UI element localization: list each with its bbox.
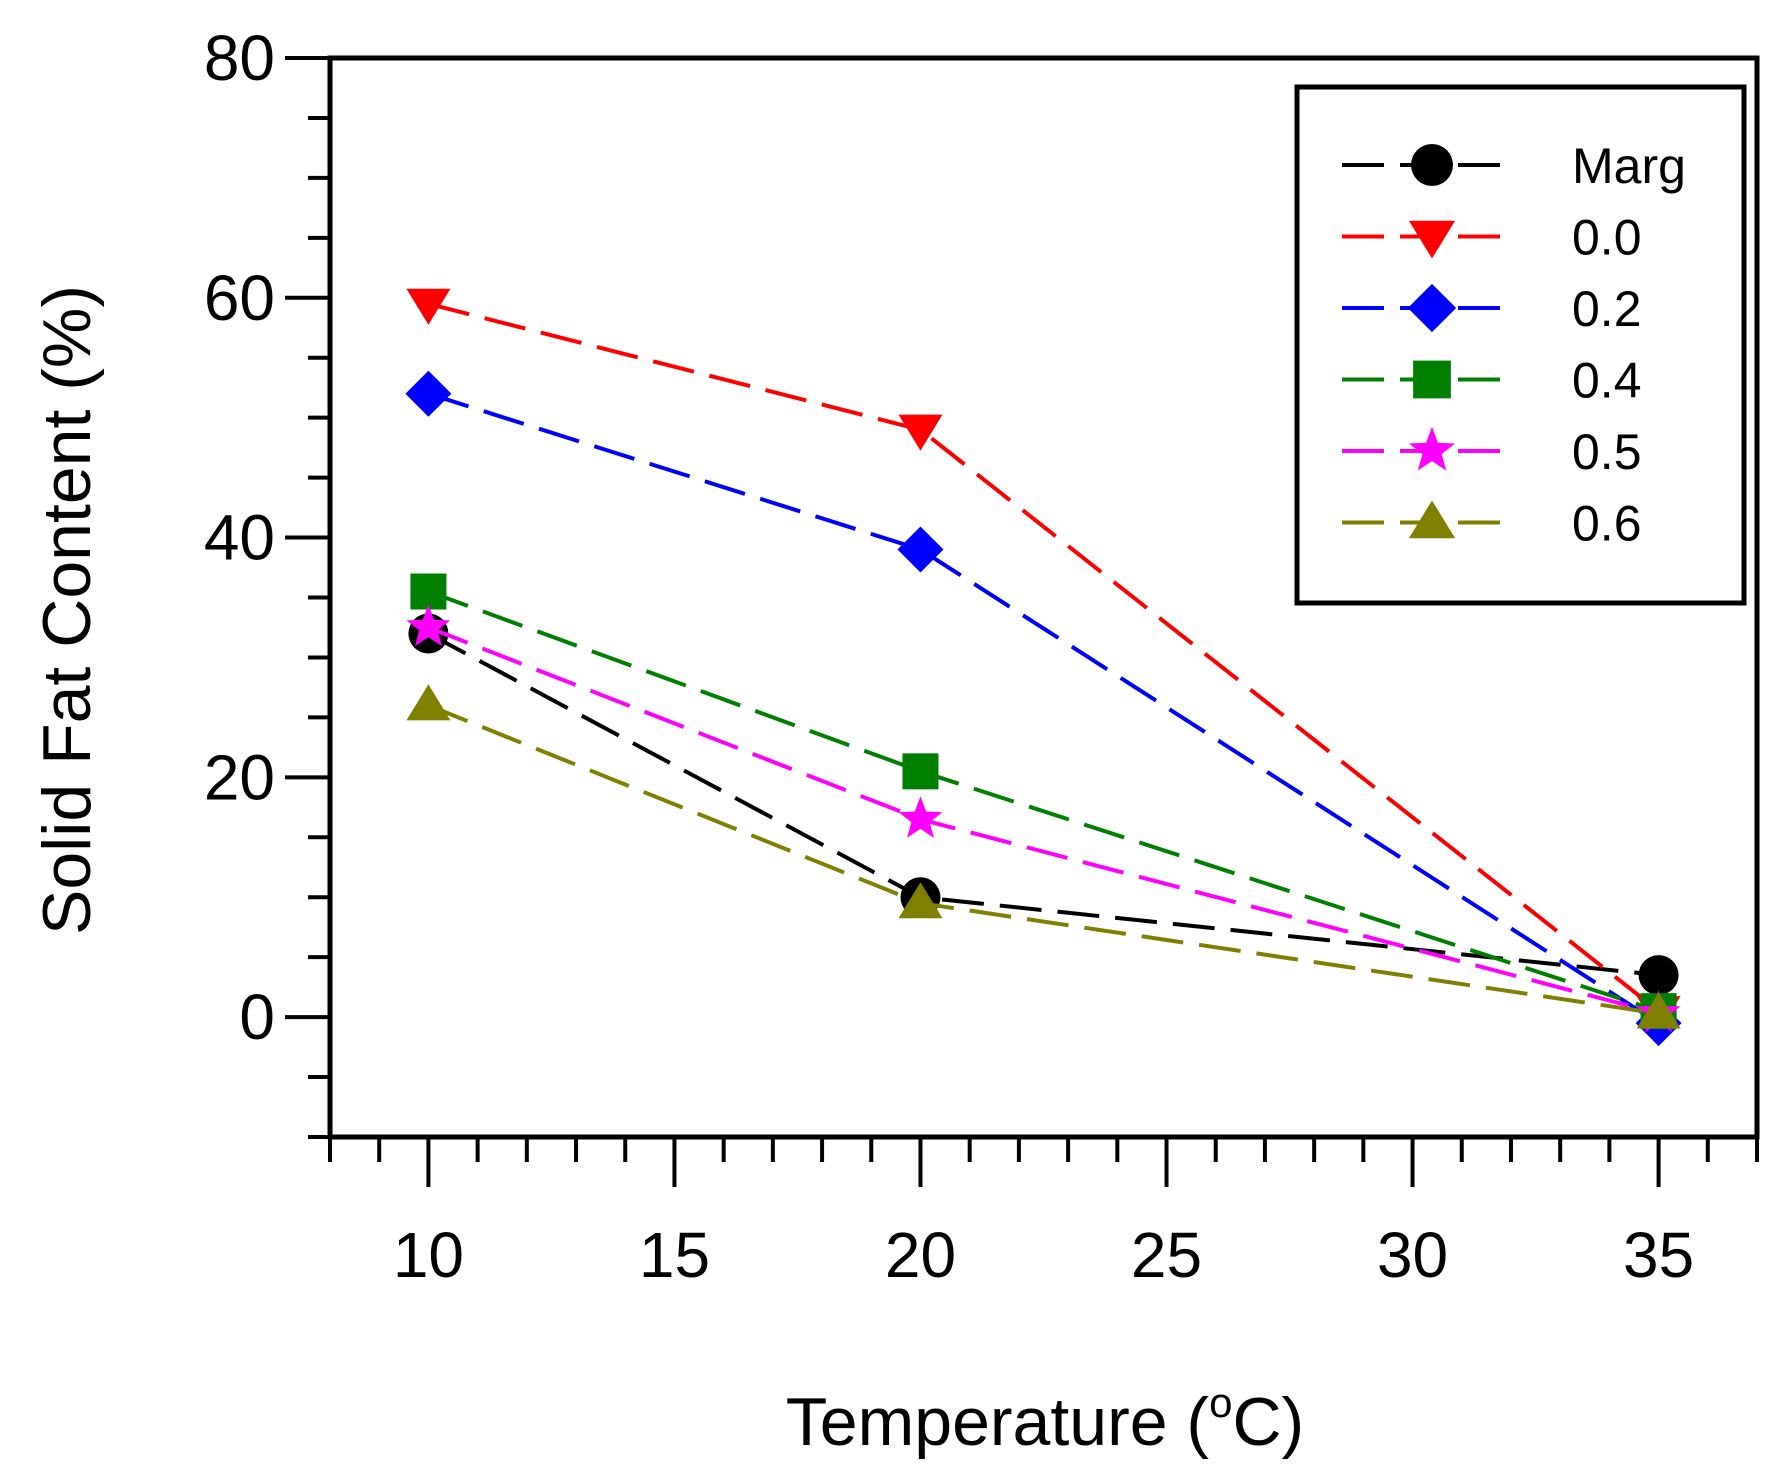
- data-point: [405, 370, 452, 417]
- x-axis-title: Temperature (oC): [786, 1379, 1304, 1460]
- legend-box: [1294, 84, 1747, 606]
- data-point: [406, 604, 451, 647]
- legend-label: 0.2: [1572, 281, 1642, 337]
- data-point: [1636, 992, 1681, 1029]
- legend-marker: [1408, 500, 1456, 539]
- data-point: [406, 684, 451, 721]
- series-line: [427, 631, 1659, 978]
- y-axis-title: Solid Fat Content (%): [29, 285, 105, 935]
- legend-marker: [1408, 220, 1456, 259]
- data-point: [898, 882, 943, 919]
- series-0.5: [406, 604, 1681, 1033]
- y-tick-label: 0: [239, 981, 275, 1053]
- legend-marker: [1409, 426, 1455, 471]
- data-point: [898, 414, 943, 451]
- legend-entry: 0.6: [1342, 496, 1642, 552]
- x-tick-label: 30: [1377, 1219, 1448, 1291]
- legend-marker: [1411, 144, 1453, 186]
- legend-entry: Marg: [1342, 138, 1686, 194]
- x-tick-label: 35: [1623, 1219, 1694, 1291]
- series-line: [427, 589, 1660, 1014]
- data-point: [1638, 955, 1679, 996]
- x-tick-label: 25: [1131, 1219, 1202, 1291]
- y-tick-label: 20: [204, 741, 275, 813]
- legend-entry: 0.5: [1342, 424, 1642, 480]
- legend-entry: 0.4: [1342, 353, 1642, 409]
- legend-label: Marg: [1572, 138, 1686, 194]
- data-point: [898, 796, 943, 838]
- legend-marker: [1413, 360, 1451, 399]
- series-0.4: [410, 573, 1677, 1030]
- series-line: [427, 301, 1660, 1013]
- series-layer: [405, 288, 1682, 1047]
- legend-marker: [1407, 283, 1457, 333]
- legend-entry: 0.0: [1342, 210, 1642, 266]
- y-tick-label: 80: [204, 22, 275, 94]
- data-point: [897, 526, 944, 573]
- legend-label: 0.0: [1572, 210, 1642, 266]
- data-point: [902, 753, 939, 790]
- series-0.6: [406, 684, 1681, 1029]
- legend-entry: 0.2: [1342, 281, 1642, 337]
- data-point: [406, 288, 451, 325]
- y-tick-label: 40: [204, 502, 275, 574]
- legend-label: 0.6: [1572, 496, 1642, 552]
- x-tick-label: 10: [393, 1219, 464, 1291]
- series-line: [427, 703, 1659, 1016]
- y-tick-label: 60: [204, 262, 275, 334]
- x-tick-label: 15: [639, 1219, 710, 1291]
- legend: Marg 0.0 0.2 0.4 0.5 0.6: [1294, 84, 1747, 606]
- legend-label: 0.4: [1572, 353, 1642, 409]
- legend-label: 0.5: [1572, 424, 1642, 480]
- x-tick-label: 20: [885, 1219, 956, 1291]
- series-Marg: [408, 613, 1679, 996]
- axes: 0 20 40 60 80 10 15 20 25 30 35: [204, 22, 1760, 1291]
- data-point: [410, 573, 447, 610]
